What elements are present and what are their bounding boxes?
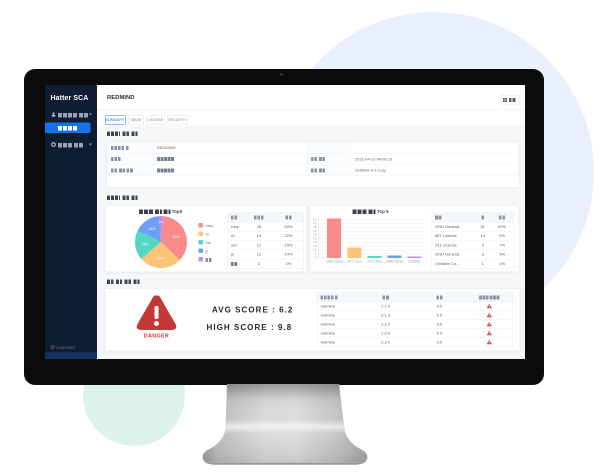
- svg-text:15%: 15%: [141, 243, 148, 247]
- svg-text:30%: 30%: [172, 235, 179, 239]
- svg-text:22%: 22%: [157, 257, 164, 261]
- svg-text:2%: 2%: [159, 220, 164, 224]
- svg-text:14%: 14%: [148, 227, 155, 231]
